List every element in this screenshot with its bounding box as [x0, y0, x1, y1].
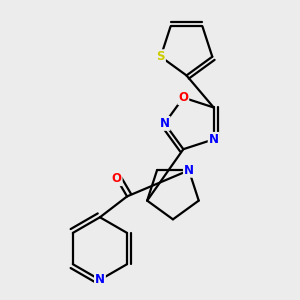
- Text: O: O: [112, 172, 122, 185]
- Text: N: N: [209, 133, 219, 146]
- Text: O: O: [178, 91, 188, 104]
- Text: S: S: [157, 50, 165, 63]
- Text: N: N: [160, 117, 170, 130]
- Text: N: N: [95, 273, 105, 286]
- Text: N: N: [184, 164, 194, 177]
